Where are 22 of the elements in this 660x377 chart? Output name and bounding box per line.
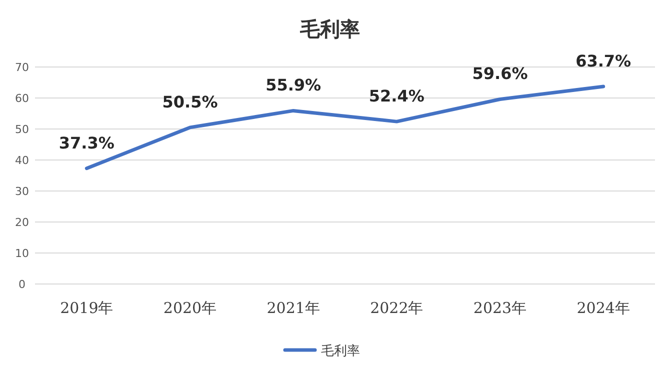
- x-tick-label: 2020年: [163, 299, 217, 317]
- data-label: 59.6%: [472, 64, 528, 84]
- x-tick-label: 2024年: [576, 299, 630, 317]
- data-label: 37.3%: [58, 133, 114, 152]
- y-tick-label: 40: [15, 154, 29, 167]
- x-tick-label: 2021年: [266, 299, 320, 317]
- chart-title: 毛利率: [299, 17, 360, 41]
- y-tick-label: 50: [15, 123, 29, 136]
- x-tick-label: 2022年: [370, 299, 424, 317]
- data-label: 63.7%: [576, 52, 632, 71]
- y-tick-label: 60: [15, 92, 29, 105]
- data-label: 52.4%: [368, 86, 424, 106]
- x-tick-label: 2019年: [60, 299, 114, 317]
- data-label: 50.5%: [162, 92, 218, 112]
- y-tick-label: 20: [15, 216, 29, 229]
- data-label: 55.9%: [266, 76, 322, 95]
- x-tick-label: 2023年: [473, 299, 527, 317]
- y-tick-label: 70: [15, 61, 29, 74]
- y-tick-label: 30: [15, 185, 29, 198]
- y-tick-label: 10: [15, 247, 29, 260]
- legend-label: 毛利率: [321, 343, 360, 359]
- y-tick-label: 0: [18, 278, 26, 291]
